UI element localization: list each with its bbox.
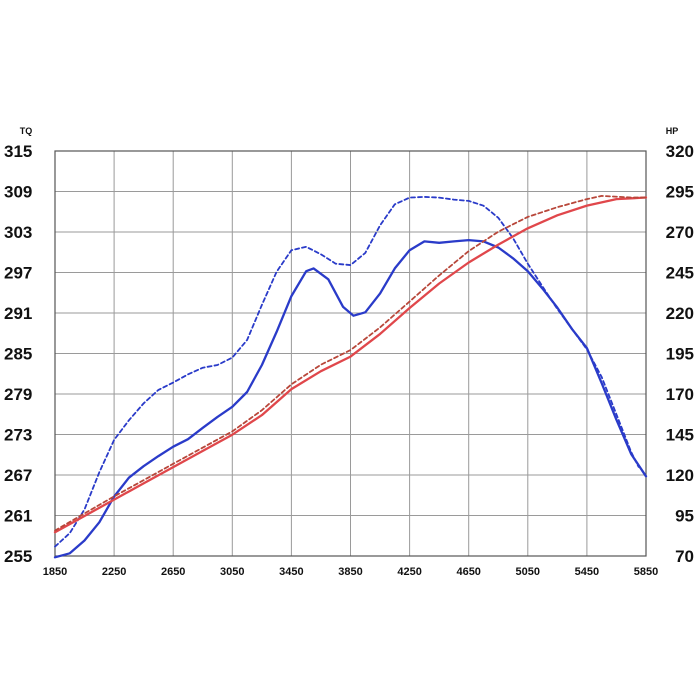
right-tick-label: 195	[666, 345, 694, 364]
tq-series-dashed	[54, 195, 640, 548]
right-tick-label: 120	[666, 466, 694, 485]
right-axis-ticks: 70 95 120 145 170 195 220 245 270 295 320	[666, 142, 694, 566]
tq-series-solid	[53, 238, 648, 559]
right-tick-label: 295	[666, 183, 694, 202]
left-tick-label: 309	[4, 183, 32, 202]
left-tick-label: 297	[4, 264, 32, 283]
left-tick-label: 315	[4, 142, 32, 161]
right-tick-label: 95	[675, 507, 694, 526]
left-tick-label: 255	[4, 547, 32, 566]
x-tick-label: 2250	[102, 566, 126, 578]
plot-frame	[54, 150, 647, 557]
left-tick-label: 261	[4, 507, 32, 526]
x-tick-label: 3450	[279, 566, 303, 578]
grid	[54, 150, 647, 557]
right-tick-label: 270	[666, 223, 694, 242]
left-tick-label: 279	[4, 385, 32, 404]
x-tick-label: 3850	[338, 566, 362, 578]
right-tick-label: 70	[675, 547, 694, 566]
x-tick-label: 1850	[43, 566, 67, 578]
left-axis-ticks: 255 261 267 273 279 285 291 297 303 309 315	[4, 142, 32, 566]
right-tick-label: 220	[666, 304, 694, 323]
right-tick-label: 245	[666, 264, 694, 283]
x-tick-label: 5850	[634, 566, 658, 578]
left-tick-label: 303	[4, 223, 32, 242]
right-axis-label: HP	[666, 126, 679, 136]
left-tick-label: 267	[4, 466, 32, 485]
hp-series-solid	[53, 196, 648, 534]
right-tick-label: 320	[666, 142, 694, 161]
right-tick-label: 170	[666, 385, 694, 404]
x-tick-label: 4250	[397, 566, 421, 578]
left-tick-label: 273	[4, 426, 32, 445]
series-layer	[53, 194, 648, 559]
x-tick-label: 2650	[161, 566, 185, 578]
x-tick-label: 4650	[456, 566, 480, 578]
hp-series-dashed	[54, 194, 647, 532]
x-axis-ticks: 1850 2250 2650 3050 3450 3850 4250 4650 5050 5450…	[43, 566, 658, 578]
left-axis-label: TQ	[20, 126, 33, 136]
x-tick-label: 5450	[575, 566, 599, 578]
left-tick-label: 285	[4, 345, 32, 364]
right-tick-label: 145	[666, 426, 694, 445]
x-tick-label: 5050	[516, 566, 540, 578]
left-tick-label: 291	[4, 304, 32, 323]
x-tick-label: 3050	[220, 566, 244, 578]
